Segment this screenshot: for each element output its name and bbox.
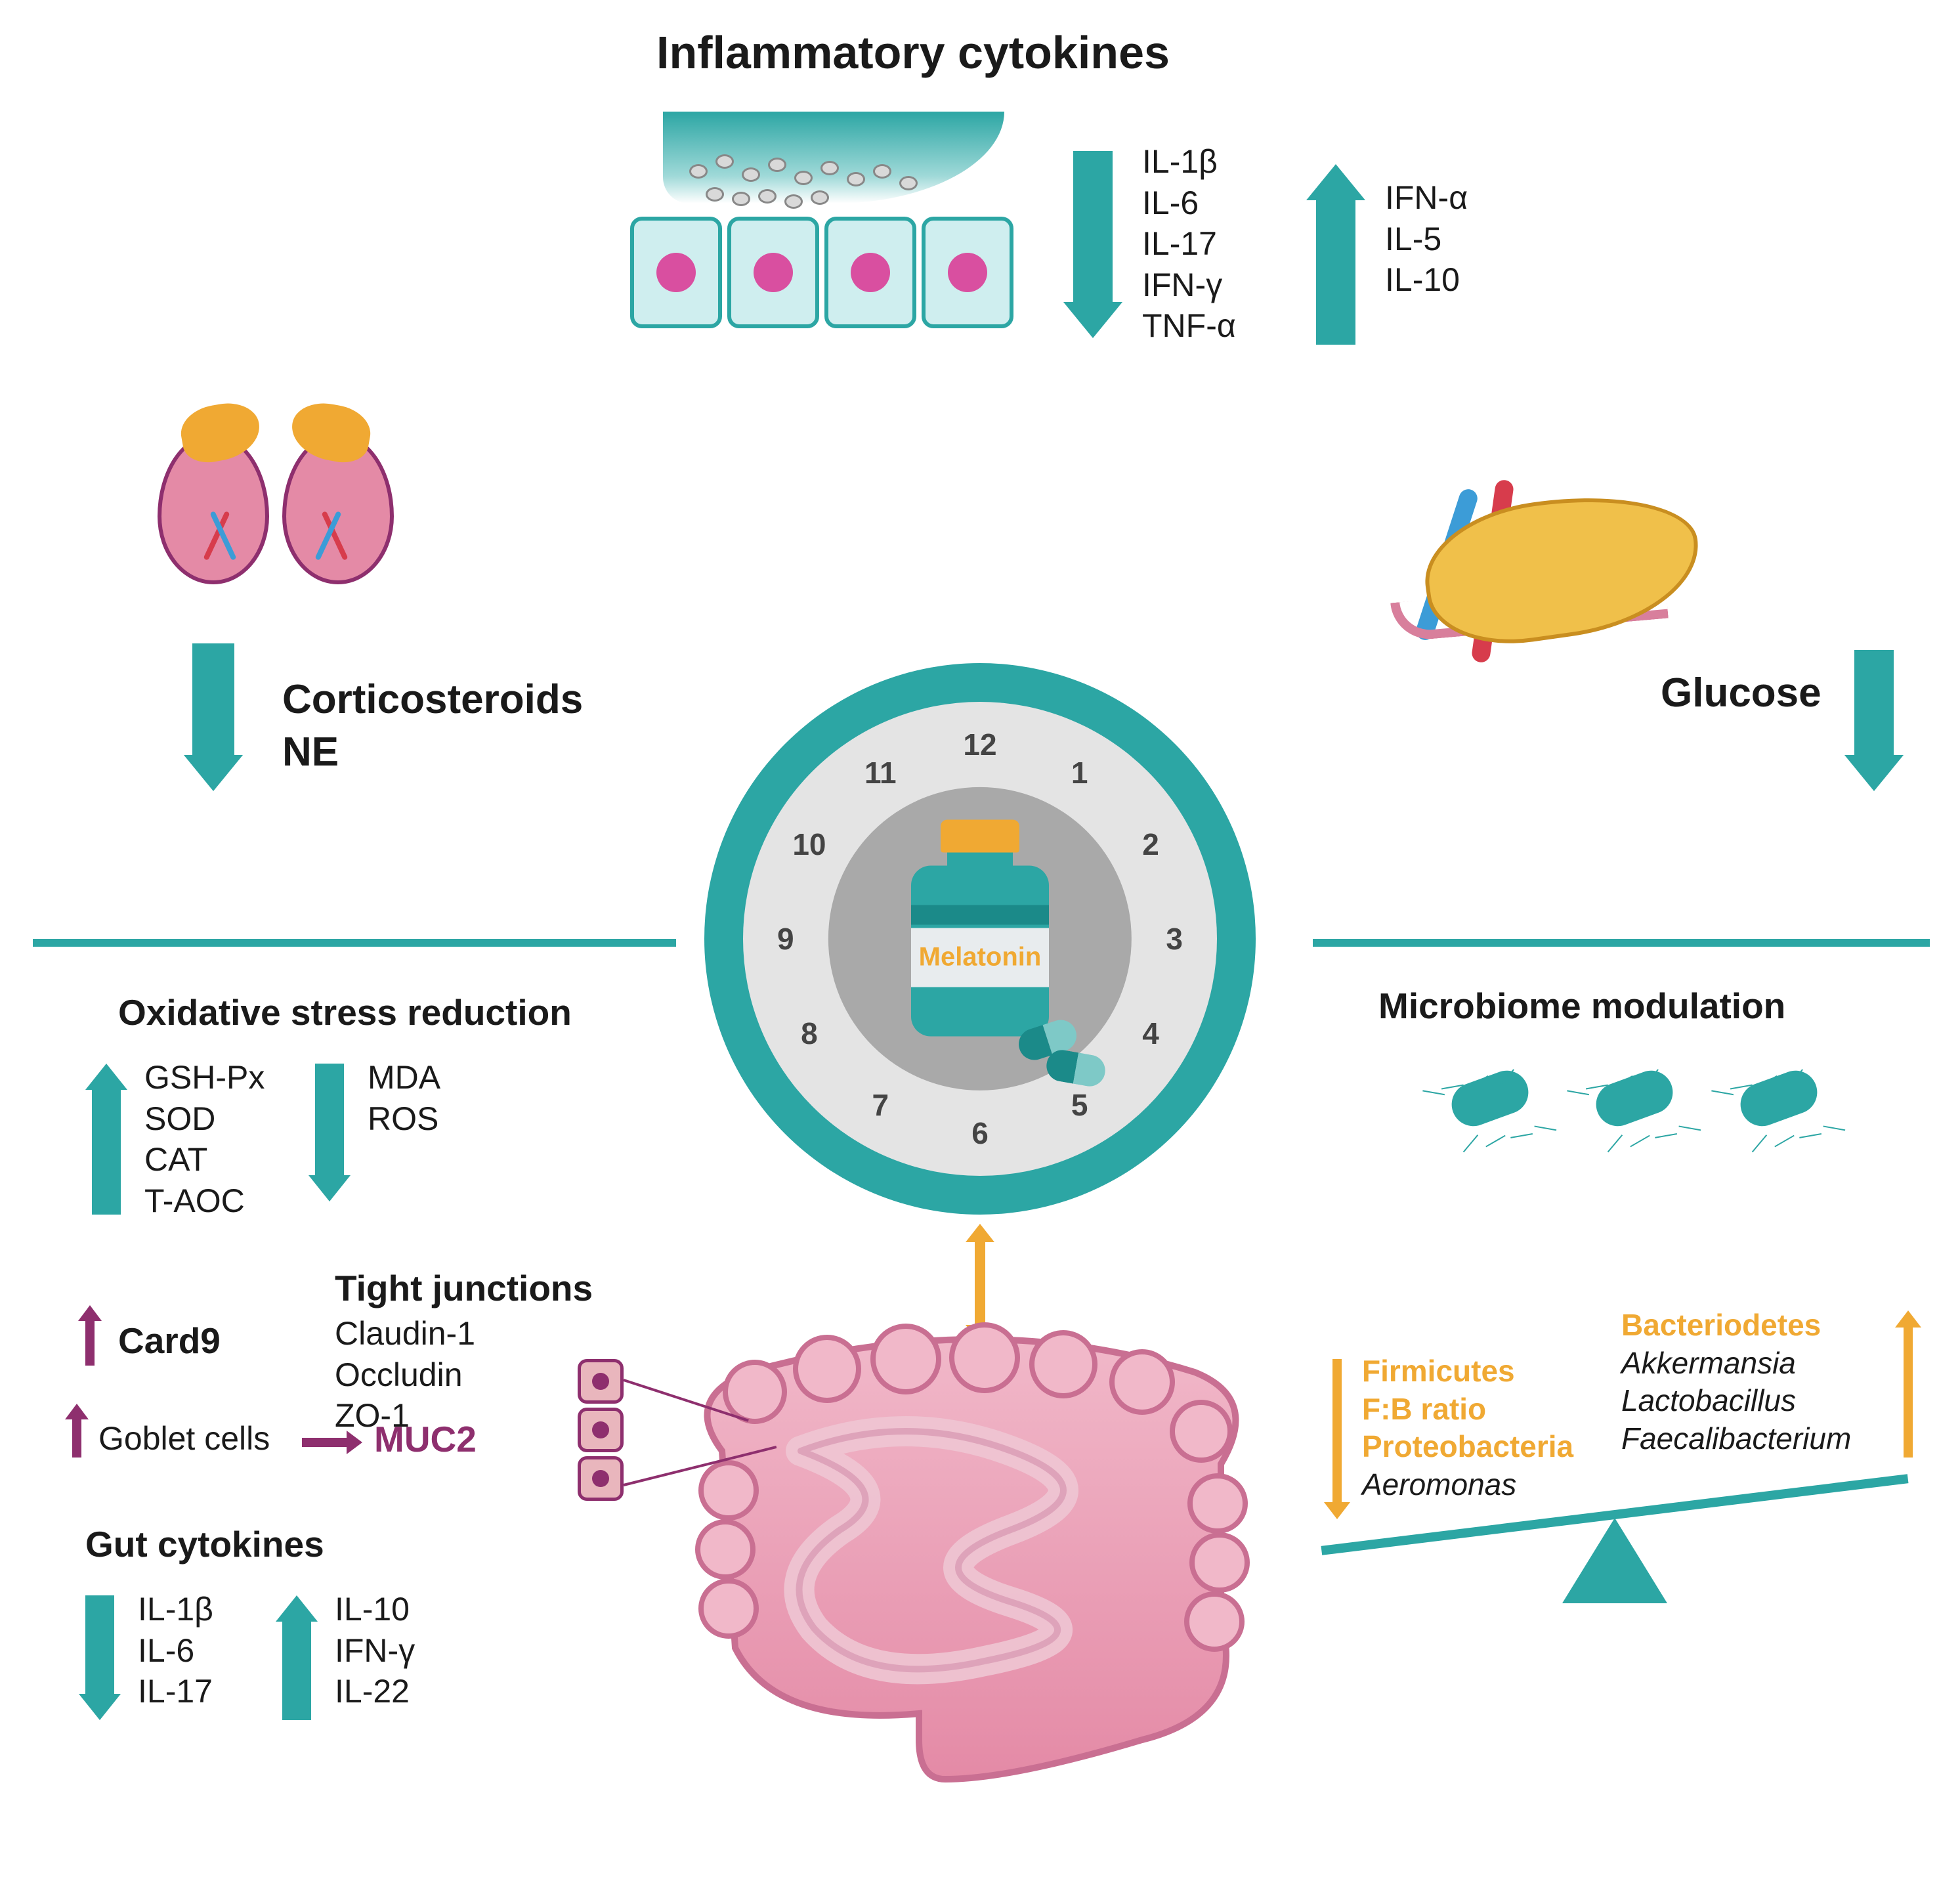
ox-down-list: MDA ROS	[368, 1057, 440, 1139]
pancreas-icon	[1365, 473, 1707, 683]
seesaw-right-list: Bacteriodetes Akkermansia Lactobacillus …	[1621, 1307, 1851, 1458]
arrow-muc2	[302, 1438, 348, 1447]
divider-right	[1313, 939, 1930, 947]
arrow-card9	[85, 1320, 95, 1366]
label-card9: Card9	[118, 1320, 221, 1362]
kidney-left-icon	[158, 433, 269, 584]
arrow-ox-down	[309, 1064, 351, 1201]
arrow-goblet	[72, 1418, 81, 1458]
label-glucose: Glucose	[1661, 670, 1822, 716]
label-goblet: Goblet cells	[98, 1418, 270, 1459]
clock-num-9: 9	[777, 921, 794, 957]
label-muc2: MUC2	[374, 1418, 477, 1460]
intestine-icon	[643, 1320, 1300, 1792]
ox-up-list: GSH-Px SOD CAT T-AOC	[144, 1057, 265, 1221]
clock-num-11: 11	[864, 755, 897, 790]
arrow-gut-up	[276, 1595, 318, 1720]
bottle-label: Melatonin	[911, 928, 1049, 987]
arrow-corticosteroids-down	[184, 643, 243, 791]
clock-num-2: 2	[1142, 827, 1159, 862]
clock-face: 12 1 2 3 4 5 6 7 8 9 10 11 Melatonin	[743, 702, 1217, 1176]
diagram-canvas: Inflammatory cytokines IL-1β IL-6 IL-17 …	[0, 0, 1960, 1879]
clock-num-6: 6	[971, 1115, 989, 1151]
title-microbiome: Microbiome modulation	[1378, 985, 1785, 1027]
arrow-clock-gut	[975, 1241, 985, 1326]
goblet-cells-icon	[578, 1359, 624, 1501]
clock-num-10: 10	[792, 827, 826, 862]
seesaw-left-list: Firmicutes F:B ratio Proteobacteria Aero…	[1362, 1352, 1573, 1503]
cytokines-down-list: IL-1β IL-6 IL-17 IFN-γ TNF-α	[1142, 141, 1236, 347]
kidney-right-icon	[282, 433, 394, 584]
clock-num-7: 7	[872, 1087, 889, 1123]
title-oxidative: Oxidative stress reduction	[118, 991, 572, 1033]
epithelial-cells	[630, 217, 1013, 328]
arrow-cytokines-down	[1063, 151, 1122, 338]
title-inflammatory: Inflammatory cytokines	[656, 26, 1170, 79]
arrow-seesaw-up	[1904, 1326, 1913, 1458]
clock-num-12: 12	[963, 727, 996, 762]
gut-down-list: IL-1β IL-6 IL-17	[138, 1589, 213, 1712]
clock-icon: 12 1 2 3 4 5 6 7 8 9 10 11 Melatonin	[704, 663, 1256, 1215]
clock-num-4: 4	[1142, 1016, 1159, 1051]
arrow-glucose-down	[1844, 650, 1904, 791]
seesaw-icon	[1319, 1510, 1910, 1519]
clock-num-8: 8	[801, 1016, 818, 1051]
label-corticosteroids: Corticosteroids	[282, 676, 583, 723]
clock-num-3: 3	[1166, 921, 1183, 957]
title-tight: Tight junctions	[335, 1267, 593, 1309]
melatonin-bottle-icon: Melatonin	[911, 819, 1049, 1036]
clock-num-5: 5	[1071, 1087, 1088, 1123]
clock-num-1: 1	[1071, 755, 1088, 790]
gut-up-list: IL-10 IFN-γ IL-22	[335, 1589, 415, 1712]
cytokines-up-list: IFN-α IL-5 IL-10	[1385, 177, 1468, 301]
divider-left	[33, 939, 676, 947]
pill-icon-2	[1044, 1048, 1108, 1089]
title-gut-cytokines: Gut cytokines	[85, 1523, 324, 1565]
arrow-ox-up	[85, 1064, 127, 1215]
arrow-cytokines-up	[1306, 164, 1365, 345]
arrow-gut-down	[79, 1595, 121, 1720]
label-ne: NE	[282, 729, 339, 775]
arrow-seesaw-down	[1332, 1359, 1342, 1503]
